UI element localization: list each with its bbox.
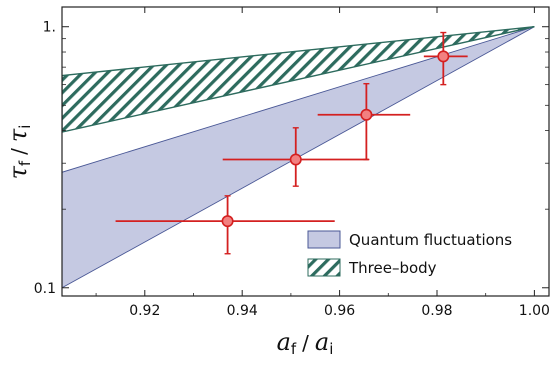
- legend-swatch-three-body: [307, 258, 341, 277]
- legend-label-three-body: Three–body: [348, 259, 437, 277]
- legend-swatch-quantum-fluctuations: [307, 230, 341, 249]
- data-point: [115, 195, 335, 255]
- data-marker: [221, 215, 234, 228]
- legend: Quantum fluctuations Three–body: [307, 230, 512, 277]
- data-marker: [437, 50, 450, 63]
- x-tick-label: 0.98: [421, 303, 452, 319]
- band-three-body: [62, 26, 535, 133]
- legend-label-quantum-fluctuations: Quantum fluctuations: [349, 231, 512, 249]
- x-tick-label: 0.96: [324, 303, 355, 319]
- y-tick-label: 0.1: [34, 281, 56, 297]
- data-points-layer: [115, 31, 468, 255]
- data-point: [423, 31, 468, 86]
- x-axis-ticks: 0.92 0.94 0.96 0.98 1.00: [95, 7, 550, 319]
- data-point: [222, 127, 369, 187]
- plot-frame: [61, 6, 550, 297]
- x-tick-label: 1.00: [519, 303, 550, 319]
- data-marker: [289, 153, 302, 166]
- x-axis-label: af / ai: [277, 328, 334, 358]
- y-axis-ticks: 0.1 1.: [34, 20, 549, 297]
- x-tick-label: 0.92: [129, 303, 160, 319]
- data-marker: [360, 108, 373, 121]
- y-axis-label: τf/τi: [4, 125, 34, 180]
- data-point: [317, 82, 411, 161]
- x-tick-label: 0.94: [227, 303, 258, 319]
- y-tick-label: 1.: [43, 20, 56, 36]
